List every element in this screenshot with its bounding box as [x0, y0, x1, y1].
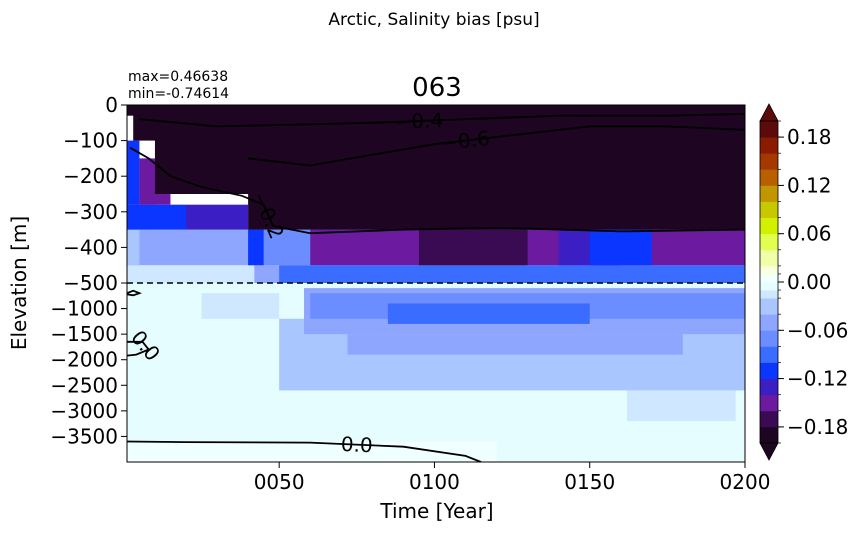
y-tick-label-7: −1500 [50, 322, 118, 346]
contour-line-2 [247, 125, 745, 167]
contour-label-3: 0.0 [340, 432, 373, 457]
y-tick-label-5: −500 [63, 271, 118, 295]
y-axis: 0 −100 −200 −300 −400 −500−1000−1500−2000−250… [50, 93, 127, 448]
heatmap-cell-3 [626, 390, 736, 422]
colorbar-band-4 [760, 362, 778, 379]
x-axis-label: Time [Year] [379, 499, 493, 523]
heatmap-upper-panel [127, 105, 745, 283]
y-tick-label-1: −100 [63, 129, 118, 153]
figure-suptitle: Arctic, Salinity bias [psu] [328, 10, 539, 30]
colorbar-tick-label-4: −0.06 [787, 318, 848, 342]
y-tick-label-0: 0 [105, 93, 118, 117]
colorbar-band-10 [760, 282, 778, 291]
axes-title: 063 [412, 73, 462, 103]
colorbar-band-7 [760, 314, 778, 331]
y-tick-label-6: −1000 [50, 297, 118, 321]
colorbar: 0.18 0.12 0.06 0.00 −0.06 −0.12 −0.18 [759, 103, 848, 461]
colorbar-tick-label-0: 0.18 [787, 125, 832, 149]
contour-label-2: −0.6 [440, 126, 491, 155]
colorbar-band-12 [760, 265, 778, 275]
colorbar-band-0 [760, 426, 778, 444]
heatmap-cell-29 [127, 105, 745, 116]
contour-line-0 [129, 146, 745, 235]
colorbar-band-21 [760, 121, 778, 138]
colorbar-band-16 [760, 201, 778, 218]
colorbar-band-13 [760, 249, 778, 267]
colorbar-band-15 [760, 217, 778, 235]
y-tick-label-10: −3000 [50, 399, 118, 423]
colorbar-band-6 [760, 330, 778, 347]
heatmap-cell-14 [127, 229, 140, 266]
colorbar-tick-label-1: 0.12 [787, 173, 832, 197]
stat-min-label: min=-0.74614 [128, 86, 229, 102]
x-axis: 0050 0100 0150 0200 [254, 462, 771, 494]
colorbar-band-3 [760, 378, 778, 396]
x-tick-label-1: 0100 [409, 470, 460, 494]
y-tick-label-3: −300 [63, 200, 118, 224]
heatmap-cell-26 [248, 194, 745, 230]
y-tick-label-11: −3500 [50, 424, 118, 448]
colorbar-band-1 [760, 410, 778, 428]
x-tick-label-2: 0150 [564, 470, 615, 494]
heatmap-cell-20 [589, 229, 652, 266]
colorbar-band-17 [760, 185, 778, 202]
colorbar-band-14 [760, 233, 778, 251]
contour-line-5 [127, 289, 142, 297]
contour-lines-upper: −0.2−0.4−0.6 [129, 108, 745, 242]
x-tick-label-0: 0050 [254, 470, 305, 494]
heatmap-cell-6 [347, 334, 683, 355]
y-tick-label-4: −400 [63, 235, 118, 259]
colorbar-band-9 [760, 290, 778, 299]
colorbar-band-5 [760, 346, 778, 363]
colorbar-band-2 [760, 394, 778, 412]
colorbar-extend-max [759, 103, 779, 122]
contour-line-3 [127, 440, 482, 462]
colorbar-tick-label-6: −0.18 [787, 415, 848, 439]
colorbar-tick-label-2: 0.06 [787, 222, 832, 246]
y-axis-label: Elevation [m] [7, 216, 31, 350]
heatmap-cell-2 [496, 441, 745, 462]
stat-max-label: max=0.46638 [128, 69, 228, 85]
contour-line-1 [139, 113, 745, 128]
colorbar-tick-label-3: 0.00 [787, 270, 832, 294]
heatmap-cell-22 [127, 204, 187, 230]
heatmap-cell-18 [418, 229, 528, 266]
y-tick-label-8: −2000 [50, 348, 118, 372]
colorbar-band-8 [760, 298, 778, 315]
colorbar-band-19 [760, 153, 778, 170]
contour-line-4 [127, 340, 151, 357]
heatmap-lower-panel [127, 283, 745, 462]
colorbar-extend-min [759, 442, 779, 461]
y-tick-label-9: −2500 [50, 373, 118, 397]
contour-label-1: −0.4 [394, 108, 443, 134]
y-tick-label-2: −200 [63, 164, 118, 188]
heatmap-cell-12 [279, 265, 745, 283]
colorbar-band-11 [760, 273, 778, 283]
heatmap-cell-16 [248, 229, 264, 266]
heatmap-cell-5 [201, 293, 280, 319]
colorbar-band-20 [760, 137, 778, 154]
heatmap-cell-24 [127, 140, 140, 205]
x-tick-label-3: 0200 [720, 470, 771, 494]
colorbar-band-18 [760, 169, 778, 186]
heatmap-cell-23 [186, 204, 249, 230]
heatmap-cell-9 [387, 303, 590, 324]
colorbar-tick-label-5: −0.12 [787, 367, 848, 391]
